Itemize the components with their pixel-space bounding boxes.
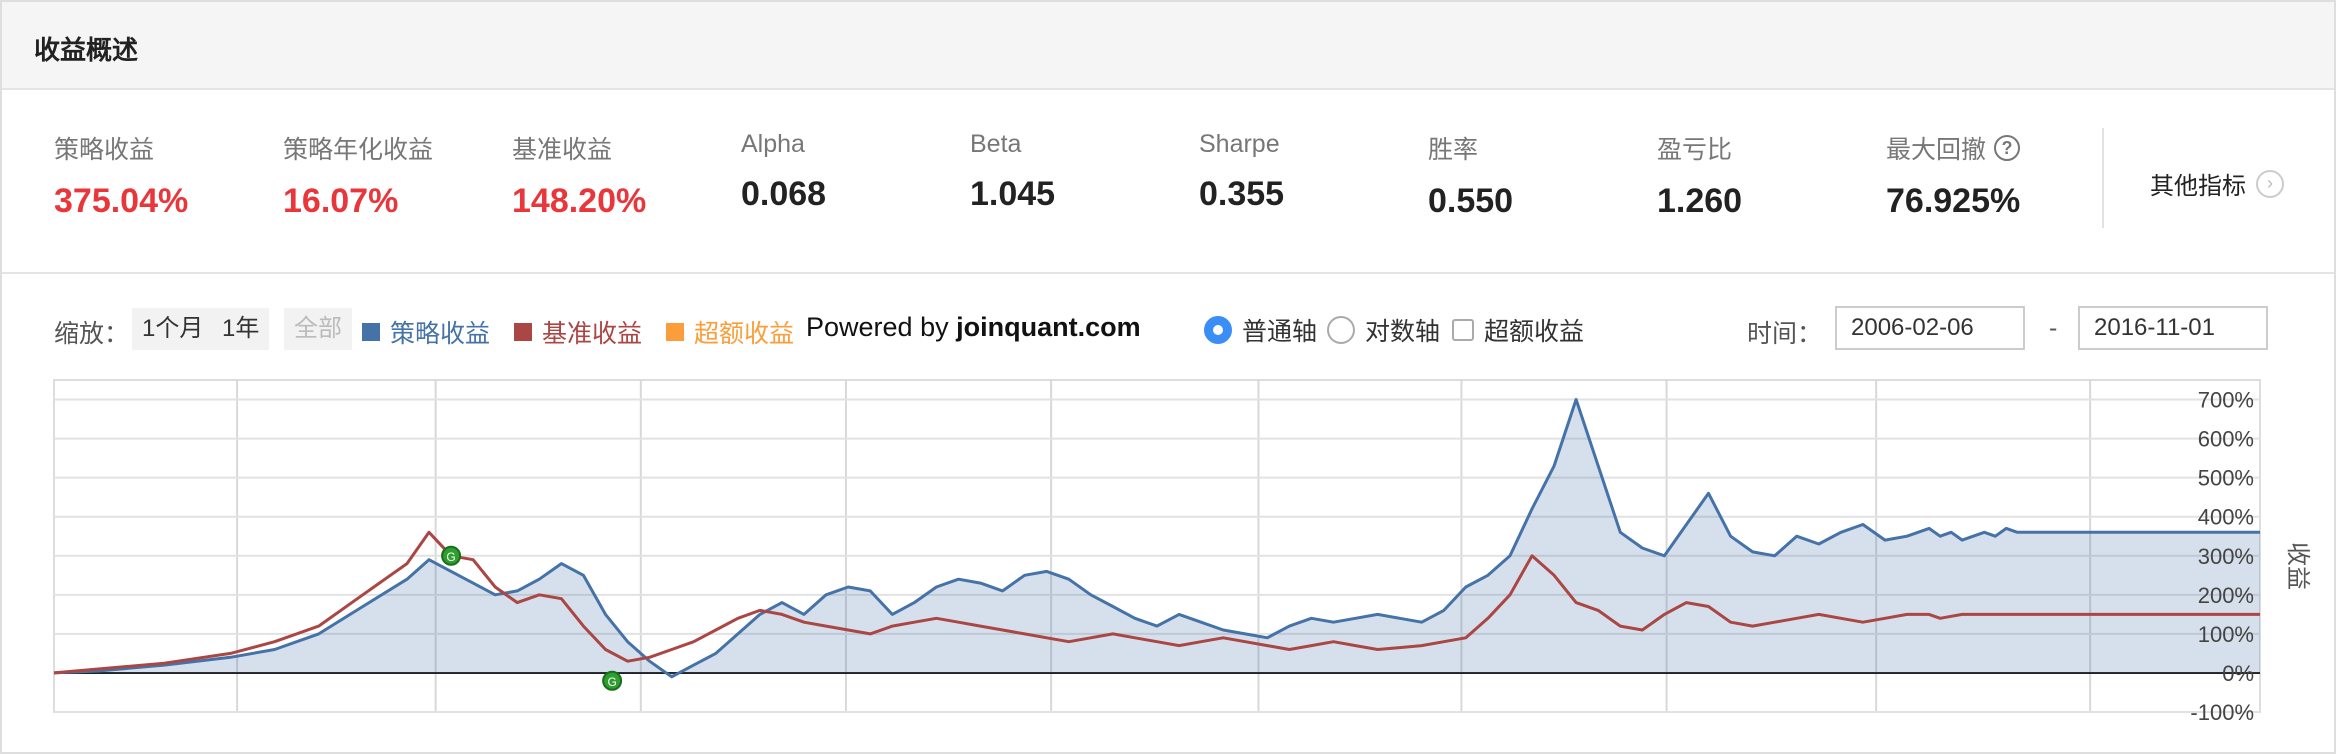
stat-8: 最大回撤? 76.925% [1886,130,2106,221]
radio-selected-icon [1204,316,1232,344]
time-label: 时间： [1747,320,1823,348]
chart-markers: GG [441,545,623,691]
chart-series [53,398,2260,679]
stats-row: 策略收益 375.04% 策略年化收益 16.07% 基准收益 148.20% Alpha 0… [2,92,2334,274]
legend-strategy-label: 策略收益 [390,320,491,348]
axis-log-label: 对数轴 [1365,318,1441,346]
checkbox-icon [1452,319,1474,341]
series-area-0 [54,399,2260,677]
more-metrics-button[interactable]: 其他指标 › [2150,166,2284,201]
stat-label: 策略年化收益 [283,130,503,166]
stat-label: Beta [970,130,1190,159]
radio-unselected-icon [1327,316,1355,344]
stat-label: 最大回撤? [1886,130,2106,166]
stat-label-text: Alpha [741,130,805,158]
stat-label: Sharpe [1199,130,1419,159]
date-separator: - [2049,314,2058,342]
stat-4: Beta 1.045 [970,130,1190,214]
stat-label: 基准收益 [512,130,732,166]
legend-strategy-swatch [362,323,380,341]
trade-marker-0 [441,545,462,566]
stat-3: Alpha 0.068 [741,130,961,214]
chart-horizontal-grid [54,398,2260,713]
more-metrics-label: 其他指标 [2150,173,2246,200]
trade-marker-label: G [607,675,616,689]
excess-checkbox[interactable]: 超额收益 [1452,312,1584,348]
stat-2: 基准收益 148.20% [512,130,732,221]
y-axis-label: 收益 [2284,542,2311,590]
y-tick-label: 100% [2198,622,2254,647]
stat-label: 胜率 [1428,130,1648,166]
powered-prefix: Powered by [806,312,957,342]
stat-value: 1.260 [1657,182,1743,220]
stat-value: 0.550 [1428,182,1514,220]
powered-by-text: Powered by joinquant.com [806,312,1141,343]
series-line-1 [53,530,2260,675]
zoom-1-year-button[interactable]: 1年 [212,308,270,350]
legend-excess-label: 超额收益 [694,320,795,348]
help-icon[interactable]: ? [1994,135,2021,161]
chevron-right-icon: › [2256,169,2284,198]
stat-value: 76.925% [1886,182,2021,220]
stat-label-text: 策略年化收益 [283,136,434,164]
stat-label: 策略收益 [54,130,274,166]
returns-chart[interactable]: -100%0%100%200%300%400%500%600%700% GG 收… [2,372,2334,732]
stat-label-text: Sharpe [1199,130,1280,158]
axis-linear-radio[interactable]: 普通轴 [1204,312,1317,348]
y-tick-label: 500% [2198,466,2254,491]
stat-value: 1.045 [970,175,1056,213]
stat-0: 策略收益 375.04% [54,130,274,221]
date-from-input[interactable] [1835,306,2025,350]
axis-log-radio[interactable]: 对数轴 [1327,312,1440,348]
axis-linear-label: 普通轴 [1242,318,1318,346]
chart-y-ticks: -100% 0% 100% 200% 300% 400% 500% 600% 700% [2190,388,2254,725]
stat-label: Alpha [741,130,961,159]
stat-label-text: 最大回撤 [1886,136,1987,164]
stat-value: 375.04% [54,182,189,220]
legend-excess-swatch [666,323,684,341]
series-line-0 [53,398,2260,679]
stat-label-text: 策略收益 [54,136,155,164]
zoom-all-button[interactable]: 全部 [284,308,352,350]
chart-toolbar: 缩放： 1个月 1年 全部 策略收益 基准收益 超额收益 Powered by … [2,302,2334,352]
legend-benchmark-label: 基准收益 [542,320,643,348]
stat-1: 策略年化收益 16.07% [283,130,503,221]
panel-title: 收益概述 [34,35,139,65]
stat-label-text: 胜率 [1428,136,1479,164]
y-tick-label: 600% [2198,427,2254,452]
stat-label-text: 盈亏比 [1657,136,1733,164]
trade-marker-1 [602,670,623,691]
legend-benchmark[interactable]: 基准收益 [514,314,642,350]
y-tick-label: 700% [2198,388,2254,413]
panel-header: 收益概述 [2,2,2334,90]
stat-label-text: Beta [970,130,1022,158]
zoom-label: 缩放： [54,320,130,348]
stat-label: 盈亏比 [1657,130,1877,166]
powered-site: joinquant.com [956,312,1141,342]
date-to-input[interactable] [2078,306,2268,350]
zoom-1-month-button[interactable]: 1个月 [132,308,214,350]
stat-value: 148.20% [512,182,647,220]
y-tick-label: 200% [2198,583,2254,608]
y-tick-label: -100% [2190,700,2254,725]
stat-value: 0.355 [1199,175,1285,213]
trade-marker-label: G [446,550,455,564]
stat-5: Sharpe 0.355 [1199,130,1419,214]
y-tick-label: 0% [2222,661,2254,686]
y-tick-label: 300% [2198,544,2254,569]
excess-checkbox-label: 超额收益 [1484,318,1585,346]
stats-divider [2102,128,2104,228]
legend-excess[interactable]: 超额收益 [666,314,794,350]
stat-value: 0.068 [741,175,827,213]
stat-value: 16.07% [283,182,399,220]
stat-6: 胜率 0.550 [1428,130,1648,221]
legend-benchmark-swatch [514,323,532,341]
legend-strategy[interactable]: 策略收益 [362,314,490,350]
y-tick-label: 400% [2198,505,2254,530]
stat-7: 盈亏比 1.260 [1657,130,1877,221]
stat-label-text: 基准收益 [512,136,613,164]
